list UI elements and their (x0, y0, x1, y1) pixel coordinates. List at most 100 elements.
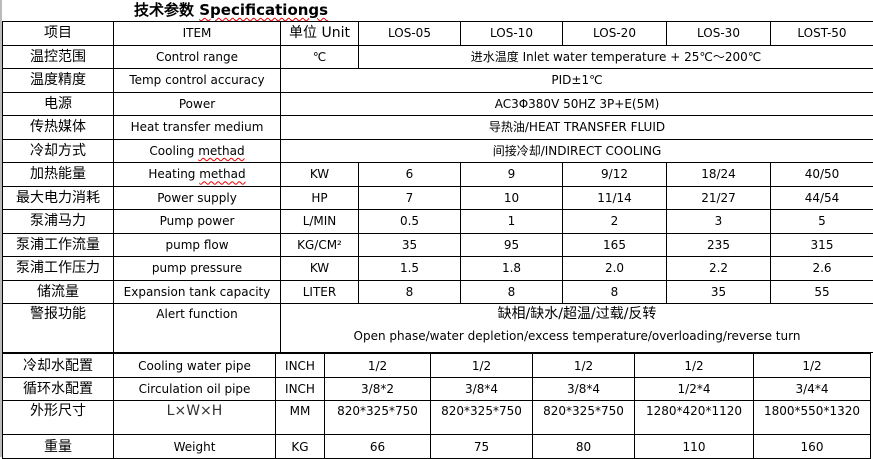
page-title: 技术参数 Specificationgs (134, 0, 328, 21)
value-cell: 1/2 (533, 354, 635, 378)
alert-en: Open phase/water depletion/excess temper… (281, 329, 873, 343)
row-label-en: Power supply (114, 186, 281, 210)
unit-cell: L/MIN (281, 210, 359, 234)
value-cell: 3/8*4 (533, 378, 635, 401)
value-cell: 8 (359, 280, 461, 304)
row-label-en: Weight (114, 435, 276, 459)
value-cell: 35 (359, 233, 461, 257)
value-cell: 5 (771, 210, 873, 234)
value-cell: 235 (667, 233, 771, 257)
row-label-cn: 储流量 (3, 280, 114, 304)
header-item: ITEM (114, 22, 281, 46)
value-cell: 1/2 (754, 354, 871, 378)
value-cell: 820*325*750 (533, 401, 635, 435)
value-cell: 21/27 (667, 186, 771, 210)
row-label-cn: 冷却方式 (3, 139, 114, 163)
row-label-en: Heating methad (114, 163, 281, 187)
value-cell: 2 (563, 210, 667, 234)
row-label-cn: 温度精度 (3, 69, 114, 93)
value-cell: 9/12 (563, 163, 667, 187)
row-label-en: pump pressure (114, 257, 281, 281)
value-cell: 9 (461, 163, 563, 187)
value-cell: 55 (771, 280, 873, 304)
row-label-en: Temp control accuracy (114, 69, 281, 93)
unit-cell: HP (281, 186, 359, 210)
value-cell: 0.5 (359, 210, 461, 234)
value-cell: 1280*420*1120 (635, 401, 754, 435)
header-model: LOS-20 (563, 22, 667, 46)
row-label-cn: 泵浦工作压力 (3, 257, 114, 281)
value-cell: 2.2 (667, 257, 771, 281)
value-cell: 95 (461, 233, 563, 257)
value-cell: 75 (431, 435, 533, 459)
unit-cell: LITER (281, 280, 359, 304)
value-cell: 2.6 (771, 257, 873, 281)
row-label-cn: 传热媒体 (3, 116, 114, 140)
unit-cell: ℃ (281, 45, 359, 69)
value-cell: 10 (461, 186, 563, 210)
value-cell: 80 (533, 435, 635, 459)
alert-cn: 缺相/缺水/超温/过载/反转 (281, 307, 873, 321)
row-label-en: Control range (114, 45, 281, 69)
row-label-en: Power (114, 92, 281, 116)
row-label-en: L×W×H (114, 401, 276, 435)
value-cell: 1/2 (325, 354, 431, 378)
unit-cell: KW (281, 163, 359, 187)
unit-cell: KG/CM² (281, 233, 359, 257)
row-label-cn: 泵浦工作流量 (3, 233, 114, 257)
row-label-en: pump flow (114, 233, 281, 257)
header-model: LOS-10 (461, 22, 563, 46)
value-cell: 1/2*4 (635, 378, 754, 401)
header-cn: 项目 (3, 22, 114, 46)
row-label-en: Cooling water pipe (114, 354, 276, 378)
label-part-misspelled: methad (198, 144, 244, 158)
value-cell: 11/14 (563, 186, 667, 210)
value-cell: 110 (635, 435, 754, 459)
header-model: LOST-50 (771, 22, 873, 46)
header-model: LOS-30 (667, 22, 771, 46)
value-cell: 35 (667, 280, 771, 304)
row-label-cn: 警报功能 (3, 304, 114, 353)
merged-value: PID±1℃ (281, 69, 873, 93)
value-cell: 3/8*4 (431, 378, 533, 401)
unit-cell: MM (276, 401, 325, 435)
unit-cell: KW (281, 257, 359, 281)
value-cell: 7 (359, 186, 461, 210)
row-label-cn: 重量 (3, 435, 114, 459)
row-label-cn: 最大电力消耗 (3, 186, 114, 210)
unit-cell: INCH (276, 378, 325, 401)
value-cell: 66 (325, 435, 431, 459)
label-part: Cooling (149, 144, 198, 158)
merged-value: 间接冷却/INDIRECT COOLING (281, 139, 873, 163)
value-cell: 165 (563, 233, 667, 257)
row-label-en: Heat transfer medium (114, 116, 281, 140)
row-label-en: Expansion tank capacity (114, 280, 281, 304)
value-cell: 820*325*750 (431, 401, 533, 435)
value-cell: 3 (667, 210, 771, 234)
row-label-cn: 循环水配置 (3, 378, 114, 401)
row-label-cn: 泵浦马力 (3, 210, 114, 234)
value-cell: 44/54 (771, 186, 873, 210)
value-cell: 315 (771, 233, 873, 257)
row-label-en: Cooling methad (114, 139, 281, 163)
value-cell: 2.0 (563, 257, 667, 281)
row-label-cn: 冷却水配置 (3, 354, 114, 378)
row-label-cn: 外形尺寸 (3, 401, 114, 435)
value-cell: 160 (754, 435, 871, 459)
